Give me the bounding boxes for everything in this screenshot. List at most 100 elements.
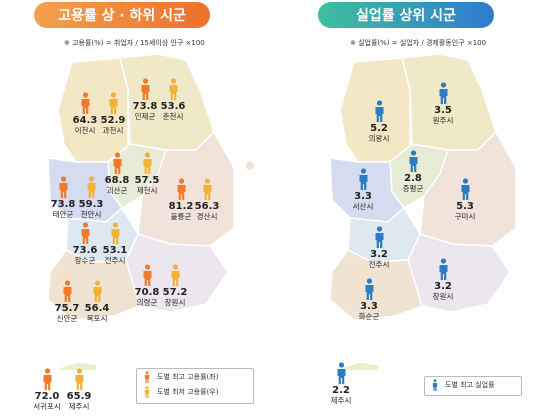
region-jeju xyxy=(56,361,100,370)
marker-sinan: 75.7 신안군 xyxy=(44,280,90,323)
marker-label: 춘천시 xyxy=(162,112,184,121)
marker-jeungpyeong: 2.8 증평군 xyxy=(390,150,436,193)
marker-value: 81.2 xyxy=(168,201,194,212)
person-icon xyxy=(113,152,121,174)
person-icon xyxy=(143,264,151,286)
marker-seogwipo: 72.0 서귀포시 xyxy=(24,368,70,411)
marker-ulleung: 81.2 울릉군 xyxy=(158,178,204,221)
legend-high-label: 도별 최고 고용률(좌) xyxy=(157,372,219,381)
legend-low-label: 도별 최저 고용률(우) xyxy=(157,387,219,396)
person-icon xyxy=(87,176,95,198)
marker-label: 경산시 xyxy=(196,212,218,221)
marker-wonju: 3.5 원주시 xyxy=(420,82,466,125)
person-icon xyxy=(375,100,383,122)
marker-label: 창원시 xyxy=(164,298,186,307)
marker-gumi: 5.3 구미시 xyxy=(442,178,488,221)
marker-taean: 73.8 태안군 xyxy=(40,176,86,219)
person-icon xyxy=(43,368,51,390)
person-icon xyxy=(81,92,89,114)
marker-hwasun: 3.3 화순군 xyxy=(346,278,392,321)
person-icon xyxy=(203,178,211,200)
marker-label: 원주시 xyxy=(432,116,454,125)
unemployment-map xyxy=(329,53,517,370)
legend-top-label: 도별 최고 실업률 xyxy=(445,380,495,389)
marker-label: 서산시 xyxy=(352,202,374,211)
marker-value: 75.7 xyxy=(54,303,80,314)
marker-label: 이천시 xyxy=(74,126,96,135)
marker-value: 5.2 xyxy=(370,123,388,134)
person-icon xyxy=(141,78,149,100)
marker-value: 53.1 xyxy=(102,245,128,256)
marker-icheon: 64.3 이천시 xyxy=(62,92,108,135)
person-icon xyxy=(409,150,417,172)
person-icon xyxy=(439,258,447,280)
unemployment-formula-note: ※ 실업률(%) = 실업자 / 경제활동인구 ×100 xyxy=(350,39,487,47)
marker-label: 천안시 xyxy=(80,210,102,219)
person-icon xyxy=(111,222,119,244)
marker-value: 3.2 xyxy=(434,281,452,292)
marker-label: 의령군 xyxy=(136,298,158,307)
marker-label: 괴산군 xyxy=(106,186,128,195)
unemployment-title: 실업률 상위 시군 xyxy=(318,2,494,28)
person-icon xyxy=(365,278,373,300)
marker-value: 53.6 xyxy=(160,101,186,112)
marker-label: 울릉군 xyxy=(170,212,192,221)
marker-label: 제주시 xyxy=(330,396,352,405)
person-icon xyxy=(439,82,447,104)
marker-value: 56.3 xyxy=(194,201,220,212)
person-icon xyxy=(63,280,71,302)
marker-label: 전주시 xyxy=(368,260,390,269)
person-icon xyxy=(177,178,185,200)
person-icon xyxy=(375,226,383,248)
marker-value: 65.9 xyxy=(66,391,92,402)
marker-value: 3.3 xyxy=(360,301,378,312)
employment-title: 고용률 상 · 하위 시군 xyxy=(34,2,210,28)
marker-inje: 73.8 인제군 xyxy=(122,78,168,121)
marker-jeonju: 53.1 전주시 xyxy=(92,222,138,265)
marker-label: 구미시 xyxy=(454,212,476,221)
marker-value: 72.0 xyxy=(34,391,60,402)
person-icon xyxy=(169,78,177,100)
marker-label: 창원시 xyxy=(432,292,454,301)
marker-chuncheon: 53.6 춘천시 xyxy=(150,78,196,121)
marker-value: 57.2 xyxy=(162,287,188,298)
marker-goesan: 68.8 괴산군 xyxy=(94,152,140,195)
employment-formula-note: ※ 고용률(%) = 취업자 / 15세이상 인구 ×100 xyxy=(64,39,205,47)
marker-value: 56.4 xyxy=(84,303,110,314)
marker-mokpo: 56.4 목포시 xyxy=(74,280,120,323)
marker-gyeongsan: 56.3 경산시 xyxy=(184,178,230,221)
marker-value: 57.5 xyxy=(134,175,160,186)
region-jeonnam xyxy=(47,249,141,321)
marker-uiryeong: 70.8 의령군 xyxy=(124,264,170,307)
marker-jeju-left: 65.9 제주시 xyxy=(56,368,102,411)
person-icon xyxy=(81,222,89,244)
legend-low: 도별 최저 고용률(우) xyxy=(137,384,253,399)
marker-label: 제천시 xyxy=(136,186,158,195)
legend-high: 도별 최고 고용률(좌) xyxy=(137,369,253,384)
marker-jangsu: 73.6 장수군 xyxy=(62,222,108,265)
marker-label: 장수군 xyxy=(74,256,96,265)
marker-changwon-right: 3.2 창원시 xyxy=(420,258,466,301)
marker-value: 68.8 xyxy=(104,175,130,186)
marker-value: 73.8 xyxy=(50,199,76,210)
marker-value: 73.6 xyxy=(72,245,98,256)
person-icon xyxy=(337,362,345,384)
person-icon xyxy=(109,92,117,114)
marker-label: 태안군 xyxy=(52,210,74,219)
marker-label: 제주시 xyxy=(68,402,90,411)
marker-label: 과천시 xyxy=(102,126,124,135)
marker-label: 의왕시 xyxy=(368,134,390,143)
marker-gwacheon: 52.9 과천시 xyxy=(90,92,136,135)
employment-map xyxy=(47,53,256,370)
person-icon xyxy=(93,280,101,302)
employment-legend: 도별 최고 고용률(좌) 도별 최저 고용률(우) xyxy=(136,368,254,404)
person-icon xyxy=(75,368,83,390)
person-icon xyxy=(359,168,367,190)
marker-label: 서귀포시 xyxy=(33,402,61,411)
person-icon xyxy=(144,385,150,398)
island-ulleung xyxy=(244,160,256,172)
marker-label: 증평군 xyxy=(402,184,424,193)
marker-value: 59.3 xyxy=(78,199,104,210)
person-icon xyxy=(144,370,150,383)
marker-value: 3.2 xyxy=(370,249,388,260)
